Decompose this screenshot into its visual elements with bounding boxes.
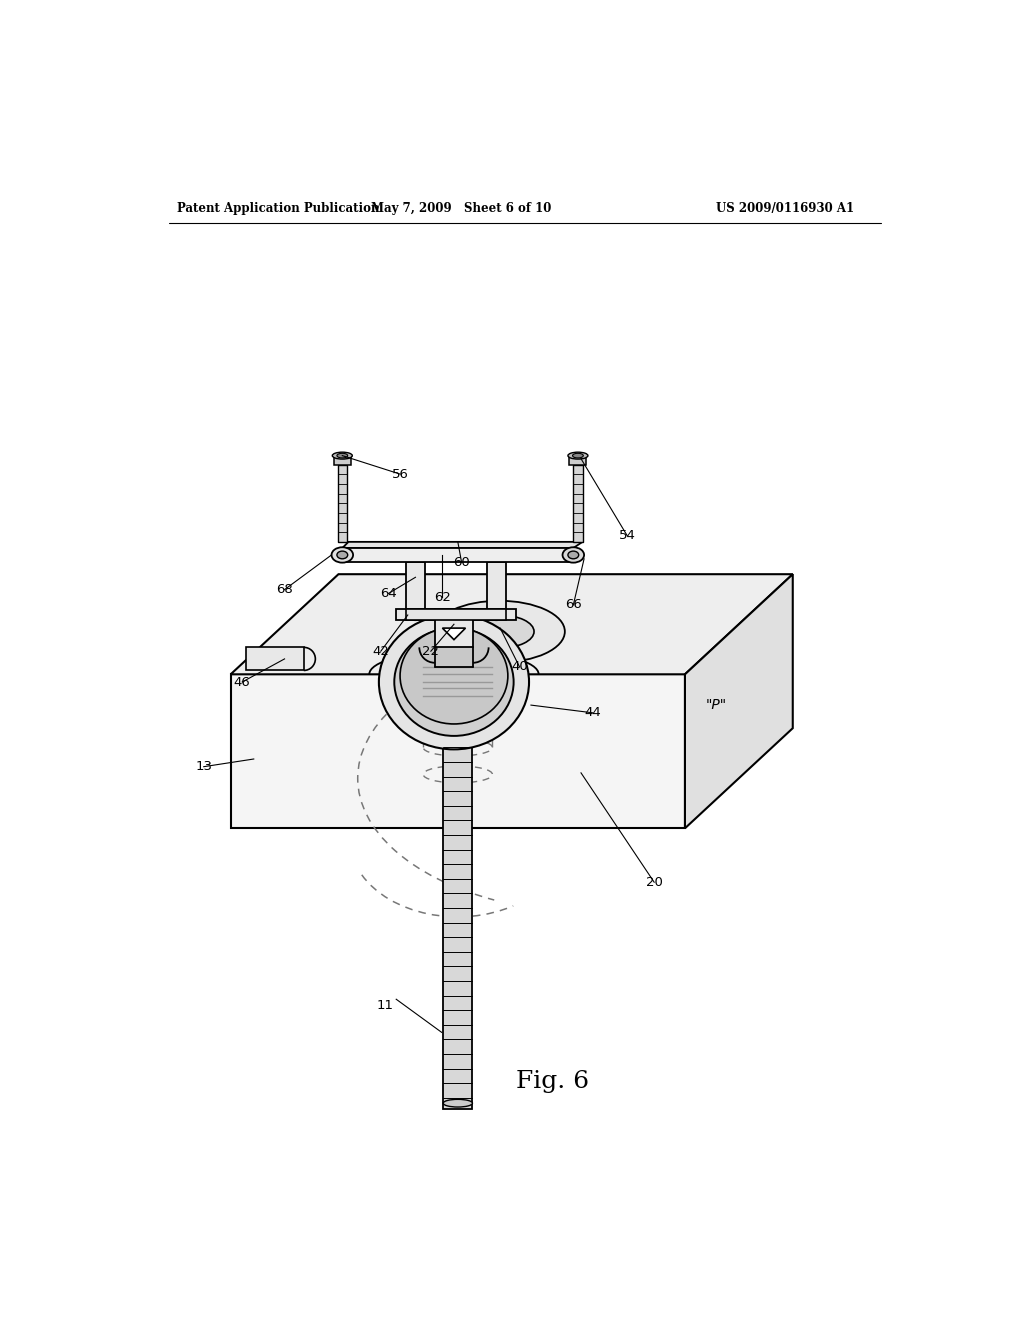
Polygon shape bbox=[230, 574, 793, 675]
Polygon shape bbox=[246, 647, 304, 671]
Ellipse shape bbox=[333, 453, 352, 459]
Polygon shape bbox=[342, 548, 573, 562]
Ellipse shape bbox=[562, 548, 584, 562]
Ellipse shape bbox=[572, 453, 584, 458]
Polygon shape bbox=[334, 455, 351, 465]
Polygon shape bbox=[396, 609, 435, 620]
Text: 56: 56 bbox=[391, 467, 409, 480]
Text: Patent Application Publication: Patent Application Publication bbox=[177, 202, 379, 215]
Text: 60: 60 bbox=[454, 556, 470, 569]
Ellipse shape bbox=[465, 615, 535, 648]
Text: 22: 22 bbox=[422, 644, 439, 657]
Polygon shape bbox=[573, 465, 583, 543]
Text: US 2009/0116930 A1: US 2009/0116930 A1 bbox=[716, 202, 854, 215]
Text: 46: 46 bbox=[233, 676, 251, 689]
Text: 68: 68 bbox=[276, 583, 293, 597]
Polygon shape bbox=[487, 562, 506, 609]
Text: 20: 20 bbox=[646, 875, 663, 888]
Text: May 7, 2009   Sheet 6 of 10: May 7, 2009 Sheet 6 of 10 bbox=[372, 202, 552, 215]
Ellipse shape bbox=[400, 628, 508, 723]
Text: 64: 64 bbox=[380, 587, 397, 601]
Polygon shape bbox=[443, 747, 472, 1109]
Polygon shape bbox=[342, 543, 583, 548]
Polygon shape bbox=[230, 675, 685, 829]
Polygon shape bbox=[407, 562, 425, 609]
Ellipse shape bbox=[489, 610, 503, 620]
Text: 54: 54 bbox=[618, 529, 636, 543]
Ellipse shape bbox=[379, 615, 529, 750]
Polygon shape bbox=[569, 455, 587, 465]
Ellipse shape bbox=[332, 548, 353, 562]
Ellipse shape bbox=[568, 453, 588, 459]
Text: 13: 13 bbox=[196, 760, 212, 774]
Ellipse shape bbox=[568, 552, 579, 558]
Text: "P": "P" bbox=[706, 698, 726, 711]
Polygon shape bbox=[407, 609, 506, 620]
Ellipse shape bbox=[337, 453, 348, 458]
Ellipse shape bbox=[394, 628, 514, 737]
Ellipse shape bbox=[409, 610, 422, 620]
Ellipse shape bbox=[443, 1100, 472, 1107]
Polygon shape bbox=[685, 574, 793, 829]
Text: 66: 66 bbox=[565, 598, 582, 611]
Text: 62: 62 bbox=[434, 591, 451, 603]
Text: 42: 42 bbox=[373, 644, 389, 657]
Polygon shape bbox=[442, 628, 466, 640]
Polygon shape bbox=[338, 465, 347, 543]
Ellipse shape bbox=[434, 601, 565, 663]
Polygon shape bbox=[473, 609, 515, 620]
Polygon shape bbox=[435, 609, 473, 647]
Ellipse shape bbox=[337, 552, 348, 558]
Text: Fig. 6: Fig. 6 bbox=[516, 1069, 589, 1093]
Text: 11: 11 bbox=[376, 999, 393, 1012]
Text: 40: 40 bbox=[511, 660, 527, 673]
Text: 44: 44 bbox=[584, 706, 601, 719]
